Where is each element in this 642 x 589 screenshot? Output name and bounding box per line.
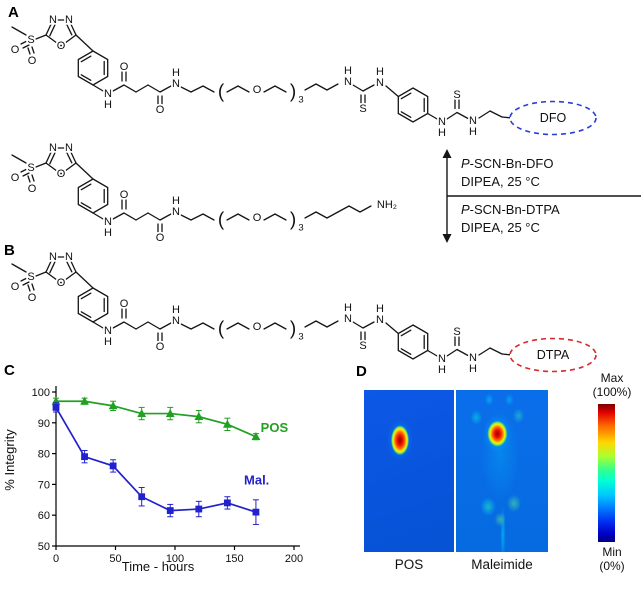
reaction-conditions-block: P-SCN-Bn-DFO DIPEA, 25 °C P-SCN-Bn-DTPA … — [415, 148, 642, 248]
panel-a-label: A — [8, 4, 19, 21]
panel-d-label: D — [356, 363, 367, 380]
y-tick-label: 50 — [38, 541, 50, 553]
x-tick-label: 50 — [109, 553, 121, 565]
square-marker — [223, 499, 231, 507]
reagent-p-prefix: P — [461, 202, 470, 217]
maleimide-scan-image — [456, 390, 548, 552]
square-marker — [195, 505, 203, 513]
triangle-marker — [251, 432, 261, 441]
pos-caption: POS — [394, 557, 424, 572]
stability-chart-panel: % Integrity 0 50 100 150 200 50 60 70 80 90 100 POS… — [2, 363, 350, 589]
min-value: (0%) — [599, 559, 625, 573]
triangle-marker — [137, 408, 147, 417]
x-tick-label: 150 — [225, 553, 243, 565]
colorbar-max-label: Max (100%) — [582, 371, 642, 399]
max-text: Max — [600, 371, 624, 385]
dtpa-reagent-label: P-SCN-Bn-DTPA — [461, 202, 641, 217]
reagent-name: -SCN-Bn-DFO — [469, 156, 554, 171]
square-marker — [52, 404, 60, 411]
imaging-panel: Max (100%) Min (0%) POS Maleimide — [352, 363, 642, 589]
square-marker — [81, 453, 88, 461]
structure-b-dtpa-conjugate: DTPA — [8, 249, 597, 378]
panel-c-label: C — [4, 362, 15, 379]
maleimide-caption: Maleimide — [471, 557, 533, 572]
series-line — [55, 406, 257, 513]
structure-a-dfo-conjugate: DFO — [8, 12, 597, 141]
triangle-marker — [108, 401, 118, 410]
triangle-marker — [194, 412, 204, 421]
dfo-ellipse — [509, 100, 597, 136]
arrow-up-icon — [442, 149, 452, 158]
x-tick-label: 200 — [285, 553, 303, 565]
amine-nh2-label: NH₂ — [377, 199, 397, 211]
square-marker — [252, 508, 260, 516]
series-label: POS — [261, 420, 289, 435]
triangle-marker — [222, 419, 232, 428]
branch-arrow — [442, 149, 641, 243]
reagent-name: -SCN-Bn-DTPA — [469, 202, 560, 217]
max-value: (100%) — [592, 385, 632, 399]
dtpa-conditions-label: DIPEA, 25 °C — [461, 220, 540, 235]
x-axis-title: Time - hours — [121, 559, 195, 574]
series-line — [56, 400, 257, 438]
y-tick-label: 60 — [38, 510, 50, 522]
intensity-colorbar — [598, 404, 615, 542]
x-tick-label: 0 — [53, 553, 59, 565]
dfo-tag: DFO — [540, 111, 567, 125]
dfo-conditions-label: DIPEA, 25 °C — [461, 174, 540, 189]
panel-b-label: B — [4, 242, 15, 259]
chemical-structures: S O O N N O N H O O N H ( O ) 3 — [8, 12, 597, 378]
square-marker — [109, 462, 117, 470]
dtpa-tag: DTPA — [537, 348, 570, 362]
reagent-p-prefix: P — [461, 156, 470, 171]
triangle-marker — [165, 408, 175, 417]
triangle-marker — [80, 396, 89, 405]
y-tick-label: 100 — [32, 387, 50, 399]
arrow-down-icon — [442, 234, 452, 243]
y-tick-label: 70 — [38, 479, 50, 491]
square-marker — [138, 493, 146, 501]
dfo-reagent-label: P-SCN-Bn-DFO — [461, 156, 641, 171]
colorbar-min-label: Min (0%) — [582, 545, 642, 573]
x-tick-label: 100 — [166, 553, 184, 565]
square-marker — [166, 507, 174, 514]
y-tick-label: 90 — [38, 418, 50, 430]
min-text: Min — [602, 545, 622, 559]
series-label: Mal. — [244, 472, 269, 487]
y-tick-label: 80 — [38, 449, 50, 461]
dtpa-ellipse — [509, 337, 597, 373]
pos-scan-image — [364, 390, 454, 552]
structure-amine-precursor: NH₂ — [8, 140, 399, 246]
